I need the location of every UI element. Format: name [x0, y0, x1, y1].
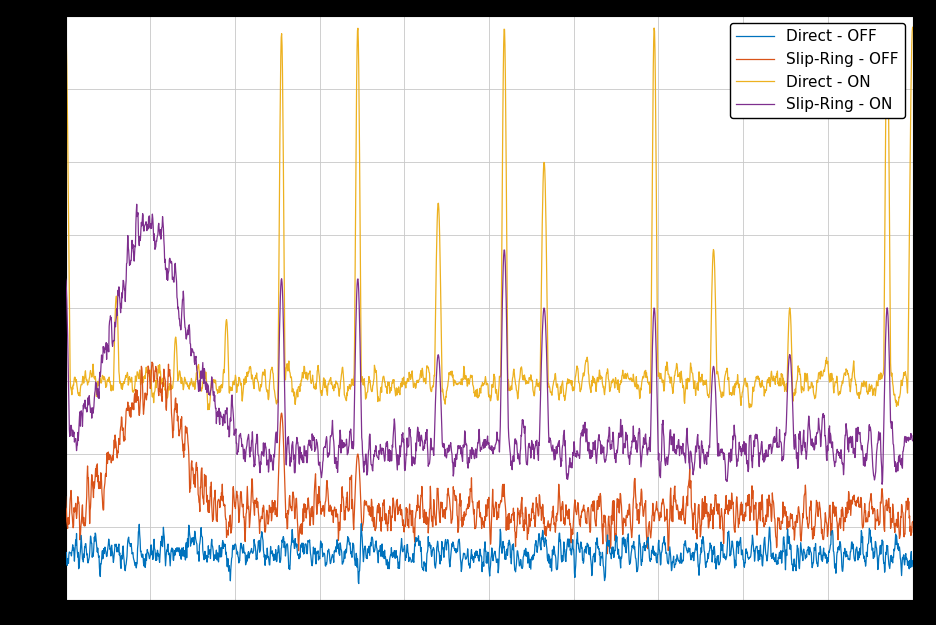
Direct - ON	[60, 24, 71, 31]
Direct - ON	[907, 24, 918, 31]
Slip-Ring - OFF	[103, 452, 114, 460]
Direct - OFF	[450, 549, 461, 556]
Slip-Ring - ON	[60, 275, 71, 282]
Slip-Ring - ON	[131, 201, 142, 208]
Slip-Ring - ON	[876, 481, 887, 488]
Slip-Ring - OFF	[907, 518, 918, 526]
Direct - OFF	[727, 546, 739, 553]
Slip-Ring - OFF	[60, 493, 71, 501]
Line: Direct - OFF: Direct - OFF	[66, 524, 913, 584]
Slip-Ring - ON	[884, 338, 895, 346]
Direct - ON	[473, 394, 484, 402]
Direct - OFF	[353, 580, 364, 587]
Direct - ON	[450, 378, 461, 385]
Slip-Ring - OFF	[602, 550, 613, 558]
Slip-Ring - OFF	[883, 496, 894, 503]
Direct - OFF	[356, 520, 367, 528]
Slip-Ring - ON	[907, 437, 918, 444]
Slip-Ring - ON	[103, 348, 114, 356]
Slip-Ring - OFF	[884, 494, 895, 502]
Slip-Ring - ON	[473, 439, 484, 446]
Direct - OFF	[103, 536, 114, 543]
Direct - OFF	[473, 554, 484, 562]
Direct - ON	[883, 89, 894, 97]
Slip-Ring - OFF	[146, 358, 157, 366]
Slip-Ring - OFF	[450, 497, 461, 504]
Direct - OFF	[60, 551, 71, 559]
Direct - OFF	[907, 557, 918, 564]
Slip-Ring - OFF	[473, 499, 484, 507]
Line: Slip-Ring - ON: Slip-Ring - ON	[66, 204, 913, 484]
Line: Direct - ON: Direct - ON	[66, 28, 913, 410]
Slip-Ring - ON	[883, 324, 894, 331]
Legend: Direct - OFF, Slip-Ring - OFF, Direct - ON, Slip-Ring - ON: Direct - OFF, Slip-Ring - OFF, Direct - …	[730, 23, 905, 118]
Direct - OFF	[883, 556, 894, 563]
Line: Slip-Ring - OFF: Slip-Ring - OFF	[66, 362, 913, 554]
Direct - ON	[103, 378, 114, 385]
Slip-Ring - ON	[727, 432, 739, 439]
Slip-Ring - OFF	[727, 505, 739, 512]
Direct - ON	[202, 406, 213, 414]
Direct - ON	[883, 54, 894, 61]
Direct - ON	[727, 383, 739, 391]
Direct - OFF	[884, 561, 895, 568]
Slip-Ring - ON	[450, 462, 461, 470]
